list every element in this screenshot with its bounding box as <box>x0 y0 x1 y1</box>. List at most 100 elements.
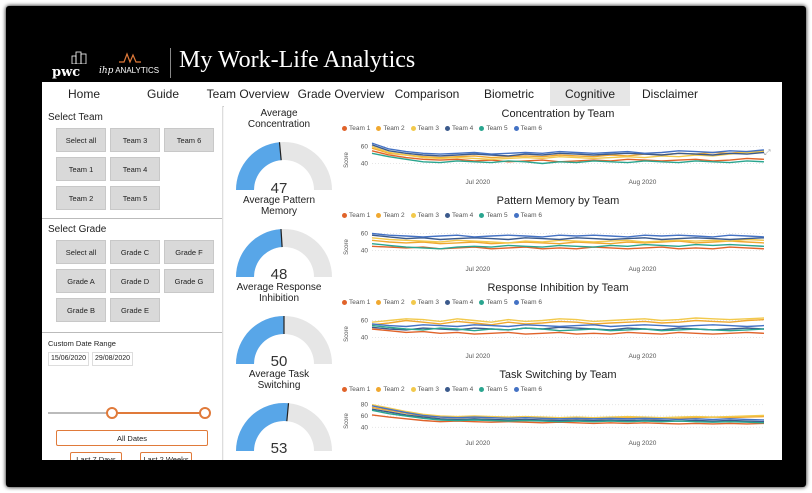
expand-icon[interactable]: ⤢ <box>764 148 771 157</box>
team-2-button[interactable]: Team 2 <box>56 186 106 210</box>
series-line[interactable] <box>371 232 765 238</box>
legend-item[interactable]: Team 6 <box>513 125 542 132</box>
series-line[interactable] <box>371 408 765 423</box>
tab-comparison[interactable]: Comparison <box>386 82 468 106</box>
legend-item[interactable]: Team 4 <box>444 212 473 219</box>
legend-item[interactable]: Team 5 <box>479 299 508 306</box>
x-tick-label: Jul 2020 <box>466 440 491 447</box>
series-line[interactable] <box>371 152 765 165</box>
tab-guide[interactable]: Guide <box>126 82 200 106</box>
legend-item[interactable]: Team 1 <box>342 125 370 132</box>
grade-b-button[interactable]: Grade B <box>56 298 106 322</box>
chart-title: Response Inhibition by Team <box>487 282 629 294</box>
series-line[interactable] <box>371 234 765 241</box>
response-inhibition-gauge <box>236 316 332 364</box>
legend-item[interactable]: Team 6 <box>513 386 542 393</box>
legend-item[interactable]: Team 3 <box>410 125 439 132</box>
series-line[interactable] <box>371 150 765 163</box>
team-5-button[interactable]: Team 5 <box>110 186 160 210</box>
legend-item[interactable]: Team 3 <box>410 212 439 219</box>
team-3-button[interactable]: Team 3 <box>110 128 160 152</box>
nav-bar: Home Guide Team Overview Grade Overview … <box>42 82 782 107</box>
legend-item[interactable]: Team 1 <box>342 386 370 393</box>
line-chart-plot: Score 60 40 Jul 2020 Aug 2020 <box>344 231 765 273</box>
series-line[interactable] <box>371 243 765 250</box>
series-line[interactable] <box>371 323 765 328</box>
tab-cognitive[interactable]: Cognitive <box>550 82 630 106</box>
team-1-button[interactable]: Team 1 <box>56 157 106 181</box>
legend-item[interactable]: Team 3 <box>410 386 439 393</box>
series-line[interactable] <box>371 409 765 424</box>
date-slider-track-inactive <box>48 412 108 414</box>
grade-g-button[interactable]: Grade G <box>164 269 214 293</box>
tab-biometric[interactable]: Biometric <box>468 82 550 106</box>
legend-dot-icon <box>410 125 416 131</box>
select-team-label: Select Team <box>48 112 103 123</box>
last-2-weeks-button[interactable]: Last 2 Weeks <box>140 452 192 460</box>
gauge-fill <box>236 403 289 451</box>
series-line[interactable] <box>371 142 765 155</box>
gauge-fill <box>236 229 283 277</box>
gauge-title-line: Average Task <box>248 369 310 380</box>
y-tick-label: 60 <box>361 413 369 420</box>
legend-item[interactable]: Team 2 <box>376 212 405 219</box>
ihp-heartbeat-icon <box>119 52 141 64</box>
series-line[interactable] <box>371 328 765 335</box>
legend-label: Team 3 <box>417 125 439 132</box>
grade-select-all-button[interactable]: Select all <box>56 240 106 264</box>
legend-label: Team 5 <box>486 386 508 393</box>
team-6-button[interactable]: Team 6 <box>164 128 214 152</box>
tab-disclaimer[interactable]: Disclaimer <box>630 82 710 106</box>
grade-e-button[interactable]: Grade E <box>110 298 160 322</box>
date-slider-start-handle[interactable] <box>106 407 118 419</box>
legend-item[interactable]: Team 2 <box>376 386 405 393</box>
gauge-title-line: Memory <box>260 206 298 217</box>
gauge-title-line: Average <box>260 108 298 119</box>
legend-item[interactable]: Team 1 <box>342 299 370 306</box>
last-7-days-button[interactable]: Last 7 Days <box>70 452 122 460</box>
y-axis-label: Score <box>344 326 350 342</box>
y-tick-label: 40 <box>361 424 369 431</box>
series-line[interactable] <box>371 144 765 157</box>
ihp-logo-text: ihp <box>99 66 114 76</box>
team-select-all-button[interactable]: Select all <box>56 128 106 152</box>
series-line[interactable] <box>371 405 765 421</box>
legend-item[interactable]: Team 4 <box>444 386 473 393</box>
legend-item[interactable]: Team 5 <box>479 386 508 393</box>
date-start-input[interactable]: 15/06/2020 <box>48 352 90 366</box>
legend-item[interactable]: Team 2 <box>376 125 405 132</box>
legend-item[interactable]: Team 1 <box>342 212 370 219</box>
series-line[interactable] <box>371 414 765 425</box>
tab-grade-overview[interactable]: Grade Overview <box>296 82 386 106</box>
legend-item[interactable]: Team 3 <box>410 299 439 306</box>
legend-item[interactable]: Team 2 <box>376 299 405 306</box>
date-end-input[interactable]: 29/08/2020 <box>92 352 134 366</box>
legend-item[interactable]: Team 4 <box>444 125 473 132</box>
series-line[interactable] <box>371 145 765 161</box>
legend-item[interactable]: Team 4 <box>444 299 473 306</box>
chart-title: Task Switching by Team <box>499 369 617 381</box>
tab-team-overview[interactable]: Team Overview <box>200 82 296 106</box>
task-switching-gauge <box>236 403 332 451</box>
grade-a-button[interactable]: Grade A <box>56 269 106 293</box>
series-line[interactable] <box>371 237 765 244</box>
all-dates-button[interactable]: All Dates <box>56 430 208 446</box>
tab-home[interactable]: Home <box>42 82 126 106</box>
legend-item[interactable]: Team 6 <box>513 212 542 219</box>
grade-c-button[interactable]: Grade C <box>110 240 160 264</box>
series-line[interactable] <box>371 404 765 419</box>
x-tick-label: Aug 2020 <box>629 440 657 447</box>
grade-f-button[interactable]: Grade F <box>164 240 214 264</box>
series-line[interactable] <box>371 324 765 332</box>
legend-item[interactable]: Team 5 <box>479 125 508 132</box>
legend-dot-icon <box>376 125 382 131</box>
grade-d-button[interactable]: Grade D <box>110 269 160 293</box>
response-inhibition-gauge-value: 50 <box>270 353 288 370</box>
series-line[interactable] <box>371 318 765 326</box>
legend-item[interactable]: Team 5 <box>479 212 508 219</box>
date-slider-end-handle[interactable] <box>199 407 211 419</box>
series-line[interactable] <box>371 239 765 245</box>
team-4-button[interactable]: Team 4 <box>110 157 160 181</box>
legend-item[interactable]: Team 6 <box>513 299 542 306</box>
series-line[interactable] <box>371 317 765 323</box>
